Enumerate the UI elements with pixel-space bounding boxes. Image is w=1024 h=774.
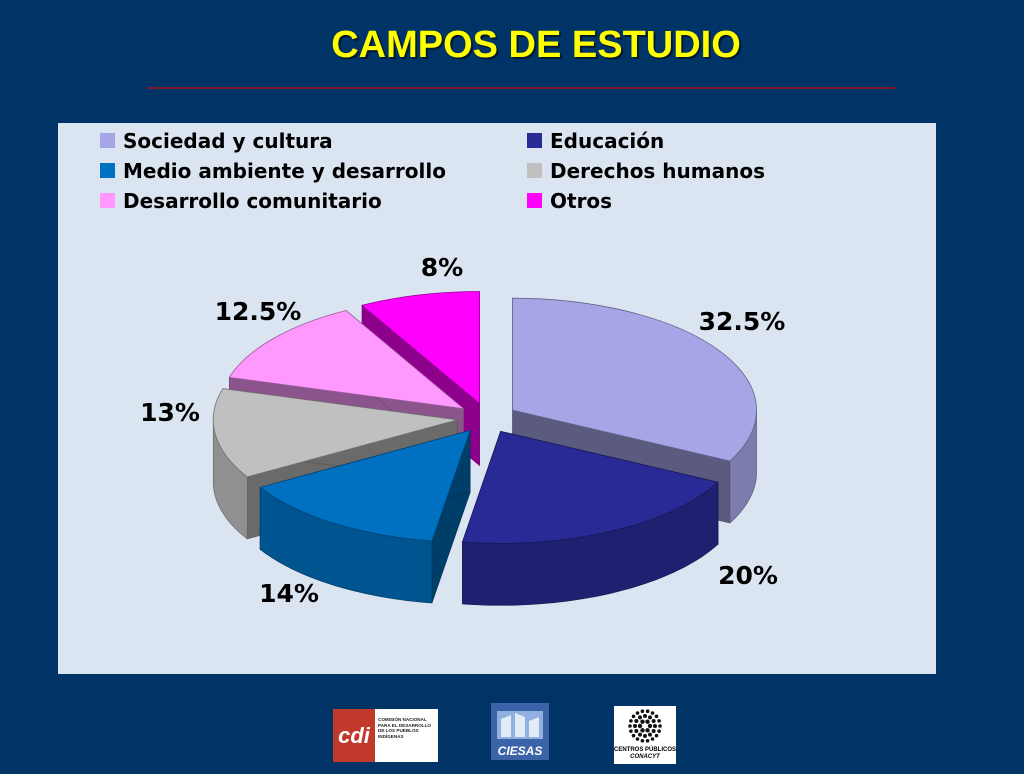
pie-slice-2 [259, 429, 471, 604]
ciesas-emblem-icon [497, 711, 543, 739]
conacyt-dot [640, 719, 645, 724]
slice-label-5: 8% [421, 253, 463, 282]
slice-label-3: 13% [140, 398, 200, 427]
chart-legend: Sociedad y cultura Educación Medio ambie… [100, 126, 860, 215]
pie-slice-top [259, 429, 471, 542]
conacyt-dot [657, 729, 661, 733]
pie-slice-top [461, 430, 719, 544]
legend-label: Derechos humanos [550, 158, 765, 183]
conacyt-logo: CENTROS PÚBLICOS CONACYT [614, 706, 676, 764]
page-title: CAMPOS DE ESTUDIO [331, 24, 741, 66]
conacyt-dot [640, 728, 645, 733]
conacyt-dot [650, 711, 655, 715]
legend-swatch [527, 133, 542, 148]
pie-slice-top [212, 388, 458, 478]
legend-item-otros: Otros [527, 186, 857, 215]
conacyt-logo-text: CENTROS PÚBLICOS CONACYT [614, 747, 676, 761]
conacyt-line-2: CONACYT [630, 754, 660, 760]
title-divider [147, 87, 895, 89]
conacyt-dot [647, 723, 653, 729]
ciesas-logo: CIESAS [491, 703, 549, 760]
conacyt-dot [635, 711, 640, 715]
conacyt-dot [648, 715, 652, 720]
legend-swatch [100, 193, 115, 208]
pie-slice-top [512, 297, 757, 462]
conacyt-dot [638, 732, 642, 737]
conacyt-dot [629, 719, 633, 723]
conacyt-dot [634, 729, 639, 733]
legend-swatch [100, 133, 115, 148]
conacyt-dot [651, 719, 656, 723]
slice-label-0: 32.5% [699, 307, 786, 336]
ciesas-logo-text: CIESAS [497, 744, 543, 758]
conacyt-dot [650, 737, 655, 741]
legend-item-educacion: Educación [527, 126, 857, 155]
legend-label: Otros [550, 188, 613, 213]
conacyt-dot [640, 709, 645, 714]
conacyt-dot [643, 734, 647, 738]
conacyt-line-1: CENTROS PÚBLICOS [614, 747, 677, 753]
conacyt-dot [654, 733, 659, 738]
conacyt-emblem-icon [628, 709, 662, 743]
conacyt-dot [634, 719, 639, 723]
pie-slice-top [228, 310, 465, 410]
conacyt-dot [640, 738, 645, 743]
conacyt-dot [645, 738, 650, 743]
conacyt-dot [629, 729, 633, 733]
pie-slice-1 [461, 430, 719, 606]
legend-item-medio-ambiente: Medio ambiente y desarrollo [100, 156, 527, 185]
conacyt-dot [631, 714, 636, 719]
legend-item-derechos-humanos: Derechos humanos [527, 156, 857, 185]
conacyt-dot [643, 714, 647, 718]
conacyt-dot [648, 732, 652, 737]
cdi-logo-mark: cdi [333, 709, 375, 762]
legend-label: Educación [550, 128, 665, 153]
conacyt-dot [653, 724, 657, 728]
legend-item-sociedad-y-cultura: Sociedad y cultura [100, 126, 527, 155]
conacyt-dot [645, 728, 650, 733]
legend-swatch [527, 193, 542, 208]
conacyt-dot [658, 724, 662, 728]
legend-label: Desarrollo comunitario [123, 188, 382, 213]
conacyt-dot [645, 709, 650, 714]
legend-label: Medio ambiente y desarrollo [123, 158, 446, 183]
conacyt-dot [651, 729, 656, 733]
conacyt-dot [645, 719, 650, 724]
legend-swatch [100, 163, 115, 178]
conacyt-dot [631, 733, 636, 738]
conacyt-dot [628, 724, 632, 728]
legend-label: Sociedad y cultura [123, 128, 333, 153]
conacyt-dot [638, 715, 642, 720]
pie-slice-top [361, 291, 480, 405]
conacyt-dot [637, 723, 643, 729]
cdi-logo-text: COMISIÓN NACIONAL PARA EL DESARROLLO DE … [378, 717, 432, 739]
conacyt-dot [654, 714, 659, 719]
conacyt-dot [657, 719, 661, 723]
legend-item-desarrollo-comunitario: Desarrollo comunitario [100, 186, 527, 215]
slice-label-2: 14% [259, 579, 319, 608]
slice-label-4: 12.5% [215, 297, 302, 326]
cdi-logo: cdi COMISIÓN NACIONAL PARA EL DESARROLLO… [333, 709, 438, 762]
slice-label-1: 20% [718, 561, 778, 590]
legend-swatch [527, 163, 542, 178]
conacyt-dot [635, 737, 640, 741]
conacyt-dot [633, 724, 637, 728]
